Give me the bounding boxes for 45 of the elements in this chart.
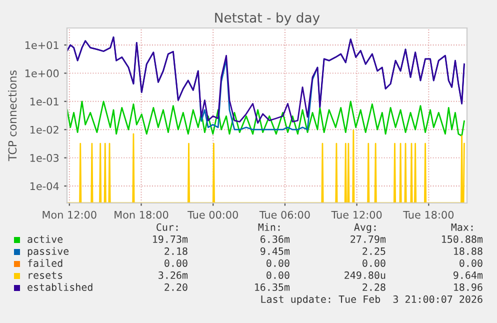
legend-label: passive (28, 247, 69, 257)
y-axis-title: TCP connections (8, 70, 17, 162)
text: 150.88m (442, 235, 483, 243)
text: 9.64m (454, 271, 483, 279)
text: Last update: Tue Feb 3 21:00:07 2026 (261, 295, 482, 305)
text: 2.25 (362, 247, 386, 255)
text: 27.79m (350, 235, 386, 243)
text: Min: (258, 223, 280, 231)
text: 2.18 (164, 247, 188, 255)
text: 0.00 (460, 259, 482, 267)
text: 249.80u (344, 271, 386, 279)
y-tick-label: 1e-03 (30, 154, 59, 162)
text: Max: (451, 223, 473, 231)
y-tick-label: 1e-01 (30, 98, 58, 106)
y-tick-label: 1e+00 (25, 69, 59, 78)
legend-label: active (28, 235, 63, 243)
line-series (67, 100, 465, 137)
legend-label: established (28, 283, 92, 291)
text: 6.36m (260, 235, 290, 243)
x-tick-label: Tue 12:00 (331, 210, 382, 219)
x-tick-label: Tue 06:00 (259, 210, 310, 219)
text: 16.35m (255, 283, 290, 291)
text: 18.96 (454, 283, 482, 291)
x-tick-label: Tue 00:00 (188, 210, 238, 219)
text: 2.28 (362, 283, 386, 291)
text: 0.00 (164, 259, 188, 267)
text: 18.88 (454, 247, 482, 255)
text: 2.20 (164, 283, 188, 291)
chart-title: Netstat - by day (215, 12, 320, 26)
text: Avg: (354, 223, 376, 233)
text: 9.45m (260, 247, 290, 255)
x-tick-label: Mon 12:00 (42, 210, 96, 219)
text: Cur: (156, 223, 178, 231)
x-tick-label: Mon 18:00 (114, 210, 168, 219)
text: 0.00 (362, 259, 386, 267)
text: 0.00 (266, 271, 290, 279)
y-tick-label: 1e+01 (25, 41, 58, 50)
y-tick-label: 1e-04 (30, 182, 59, 190)
text: 0.00 (266, 259, 290, 267)
legend-label: failed (28, 259, 62, 267)
text: 19.73m (153, 235, 188, 243)
x-tick-label: Tue 18:00 (403, 210, 454, 219)
text: 3.26m (158, 271, 188, 279)
legend-label: resets (28, 272, 62, 279)
y-tick-label: 1e-02 (30, 126, 58, 134)
